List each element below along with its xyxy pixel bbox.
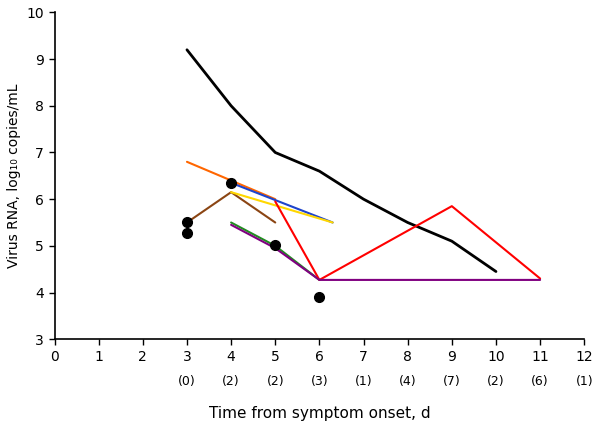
Text: (0): (0) — [178, 375, 196, 388]
Text: (1): (1) — [355, 375, 373, 388]
Text: (2): (2) — [266, 375, 284, 388]
Text: (2): (2) — [222, 375, 240, 388]
Text: (6): (6) — [531, 375, 549, 388]
Y-axis label: Virus RNA, log₁₀ copies/mL: Virus RNA, log₁₀ copies/mL — [7, 84, 21, 268]
Text: (3): (3) — [311, 375, 328, 388]
X-axis label: Time from symptom onset, d: Time from symptom onset, d — [209, 406, 430, 421]
Text: (7): (7) — [443, 375, 461, 388]
Text: (1): (1) — [575, 375, 593, 388]
Text: (4): (4) — [399, 375, 416, 388]
Text: (2): (2) — [487, 375, 505, 388]
